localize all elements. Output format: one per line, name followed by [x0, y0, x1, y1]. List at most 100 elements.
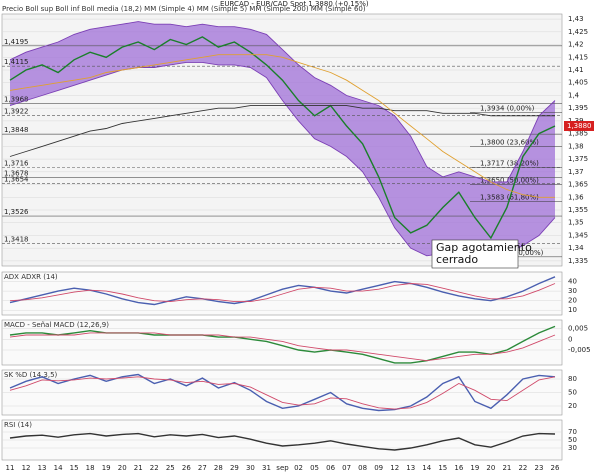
level-label: 1,3526 — [4, 208, 29, 216]
x-tick-label: 20 — [118, 464, 127, 472]
x-tick-label: 16 — [454, 464, 463, 472]
y-tick-label: 70 — [568, 428, 577, 436]
x-tick-label: 23 — [535, 464, 544, 472]
x-tick-label: 12 — [22, 464, 31, 472]
x-tick-label: 18 — [86, 464, 95, 472]
panel-title: MACD - Señal MACD (12,26,9) — [4, 321, 109, 329]
y-tick-label: 1,405 — [568, 79, 588, 87]
y-tick-label: 20 — [568, 402, 577, 410]
x-tick-label: 22 — [518, 464, 527, 472]
y-tick-label: 1,355 — [568, 206, 588, 214]
x-tick-label: 29 — [230, 464, 239, 472]
y-tick-label: 1,395 — [568, 104, 588, 112]
y-tick-label: 20 — [568, 297, 577, 305]
y-tick-label: 1,39 — [568, 117, 584, 125]
x-tick-label: 31 — [262, 464, 271, 472]
y-tick-label: 30 — [568, 287, 577, 295]
series-line — [9, 54, 555, 198]
x-tick-label: 27 — [198, 464, 207, 472]
chart-title: EURCAD - EUR/CAD Spot 1,3880 (+0,15%) — [220, 0, 369, 8]
y-tick-label: 1,38 — [568, 142, 584, 150]
x-tick-label: 15 — [70, 464, 79, 472]
y-tick-label: 50 — [568, 436, 577, 444]
level-label: 1,3678 — [4, 169, 29, 177]
y-tick-label: 50 — [568, 389, 577, 397]
y-tick-label: 1,41 — [568, 66, 584, 74]
x-tick-label: 14 — [54, 464, 63, 472]
level-label: 1,3848 — [4, 126, 29, 134]
series-line — [9, 376, 556, 410]
level-label: 1,4115 — [4, 58, 29, 66]
fibo-label: 1,3934 (0,00%) — [480, 104, 535, 112]
bollinger-band — [10, 21, 555, 256]
x-tick-label: 11 — [6, 464, 15, 472]
y-tick-label: 0 — [568, 335, 572, 343]
y-tick-label: 1,36 — [568, 193, 584, 201]
x-tick-label: 26 — [182, 464, 191, 472]
annotation: cerrado — [436, 253, 478, 266]
level-label: 1,3922 — [4, 107, 29, 115]
y-tick-label: 10 — [568, 306, 577, 314]
x-tick-label: 30 — [246, 464, 255, 472]
y-tick-label: 1,375 — [568, 155, 588, 163]
panel-frame — [1, 319, 563, 366]
y-tick-label: 80 — [568, 375, 577, 383]
series-line — [9, 373, 556, 412]
y-tick-label: 1,365 — [568, 181, 588, 189]
level-label: 1,3968 — [4, 96, 29, 104]
last-price-box — [564, 121, 594, 131]
legend: Precio Boll sup Boll inf Boll media (18,… — [2, 5, 366, 13]
x-tick-label: 06 — [326, 464, 335, 472]
series-line — [9, 105, 555, 157]
x-tick-label: 20 — [486, 464, 495, 472]
x-tick-label: sep — [276, 464, 289, 472]
y-tick-label: 40 — [568, 278, 577, 286]
y-tick-label: 1,335 — [568, 257, 588, 265]
series-line — [9, 276, 556, 306]
series-line — [9, 21, 556, 183]
x-tick-label: 05 — [310, 464, 319, 472]
x-tick-label: 19 — [102, 464, 111, 472]
x-tick-label: 08 — [358, 464, 367, 472]
panel-title: RSI (14) — [4, 421, 32, 429]
series-line — [9, 283, 556, 303]
level-label: 1,3654 — [4, 176, 29, 184]
x-tick-label: 19 — [470, 464, 479, 472]
y-tick-label: 1,385 — [568, 130, 588, 138]
x-tick-label: 13 — [38, 464, 47, 472]
series-line — [9, 432, 556, 451]
x-tick-label: 26 — [551, 464, 560, 472]
panel-frame — [1, 271, 563, 316]
x-tick-label: 13 — [406, 464, 415, 472]
x-tick-label: 22 — [150, 464, 159, 472]
y-tick-label: 1,4 — [568, 91, 580, 99]
x-tick-label: 28 — [214, 464, 223, 472]
y-tick-label: 1,43 — [568, 15, 584, 23]
x-tick-label: 09 — [374, 464, 383, 472]
fibo-label: 1,3800 (23,60%) — [480, 138, 539, 146]
x-tick-label: 14 — [422, 464, 431, 472]
annotation: Gap agotamiento — [436, 241, 532, 254]
y-tick-label: 1,425 — [568, 28, 588, 36]
x-tick-label: 21 — [502, 464, 511, 472]
x-tick-label: 12 — [390, 464, 399, 472]
y-tick-label: 1,37 — [568, 168, 584, 176]
x-tick-label: 07 — [342, 464, 351, 472]
last-price-label: 1,3880 — [567, 122, 592, 130]
level-label: 1,3418 — [4, 236, 29, 244]
level-label: 1,3716 — [4, 160, 29, 168]
annotation-box — [431, 239, 519, 269]
panel-title: SK %D (14,3,5) — [4, 371, 58, 379]
y-tick-label: 1,415 — [568, 53, 588, 61]
series-line — [9, 325, 556, 364]
fibo-label: 1,3717 (38,20%) — [480, 159, 539, 167]
x-tick-label: 15 — [438, 464, 447, 472]
y-tick-label: 30 — [568, 444, 577, 452]
y-tick-label: 1,345 — [568, 231, 588, 239]
x-tick-label: 21 — [134, 464, 143, 472]
y-tick-label: 1,35 — [568, 219, 584, 227]
y-tick-label: 1,42 — [568, 41, 584, 49]
y-tick-label: 1,34 — [568, 244, 584, 252]
y-tick-label: -0,005 — [568, 346, 591, 354]
fibo-label: 1,3650 (50,00%) — [480, 177, 539, 185]
